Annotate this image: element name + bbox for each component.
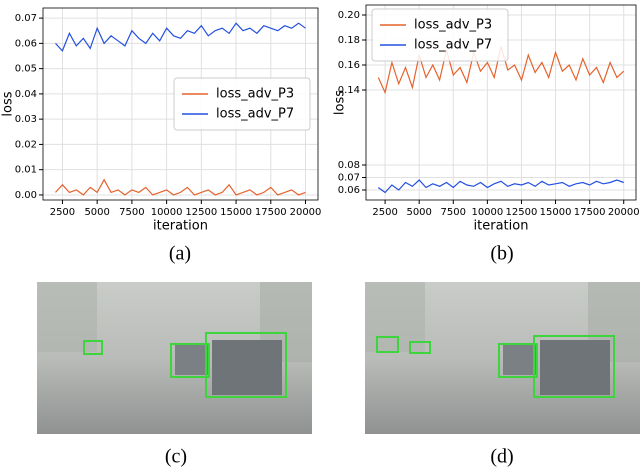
- x-tick-label: 17500: [255, 207, 287, 218]
- y-tick-label: 0.04: [15, 89, 37, 100]
- x-tick-label: 20000: [290, 207, 322, 218]
- legend-label: loss_adv_P3: [216, 87, 294, 102]
- y-tick-label: 0.02: [15, 139, 37, 150]
- legend-label: loss_adv_P3: [414, 18, 492, 33]
- x-tick-label: 15000: [540, 207, 572, 218]
- y-tick-label: 0.00: [15, 190, 37, 201]
- photo-d: [365, 282, 640, 434]
- y-tick-label: 0.14: [338, 85, 360, 96]
- x-axis-label: iteration: [474, 219, 529, 234]
- line: [55, 22, 306, 53]
- line: [55, 178, 306, 196]
- x-tick-label: 7500: [441, 207, 466, 218]
- x-tick-label: 12500: [506, 207, 538, 218]
- line: [377, 179, 624, 194]
- y-tick-label: 0.01: [15, 165, 37, 176]
- x-tick-label: 10000: [471, 207, 503, 218]
- photo-c: [37, 282, 312, 434]
- legend-box: [371, 8, 509, 62]
- x-tick-label: 5000: [406, 207, 431, 218]
- y-tick-label: 0.20: [338, 10, 360, 21]
- plot-frame: [365, 4, 637, 201]
- y-tick-label: 0.08: [338, 160, 360, 171]
- x-tick-label: 2500: [50, 207, 75, 218]
- y-tick-label: 0.07: [338, 173, 360, 184]
- y-tick-label: 0.06: [15, 38, 37, 49]
- legend-label: loss_adv_P7: [414, 38, 492, 53]
- caption: (b): [490, 243, 513, 265]
- y-tick-label: 0.16: [338, 60, 360, 71]
- y-tick-label: 0.18: [338, 35, 360, 46]
- y-tick-label: 0.07: [15, 13, 37, 24]
- caption: (c): [165, 446, 187, 468]
- y-tick-label: 0.05: [15, 64, 37, 75]
- caption: (a): [169, 243, 191, 265]
- y-tick-label: 0.03: [15, 114, 37, 125]
- legend-box: [173, 77, 311, 131]
- x-tick-label: 17500: [574, 207, 606, 218]
- x-tick-label: 10000: [151, 207, 183, 218]
- x-tick-label: 2500: [372, 207, 397, 218]
- x-tick-label: 5000: [84, 207, 109, 218]
- legend-label: loss_adv_P7: [216, 107, 294, 122]
- caption: (d): [490, 446, 513, 468]
- x-axis-label: iteration: [153, 219, 208, 234]
- x-tick-label: 20000: [608, 207, 640, 218]
- x-tick-label: 15000: [220, 207, 252, 218]
- y-axis-label: loss: [1, 91, 16, 116]
- plot-frame: [42, 7, 319, 201]
- x-tick-label: 12500: [185, 207, 217, 218]
- x-tick-label: 7500: [119, 207, 144, 218]
- y-tick-label: 0.06: [338, 185, 360, 196]
- y-axis-label: loss: [333, 90, 348, 115]
